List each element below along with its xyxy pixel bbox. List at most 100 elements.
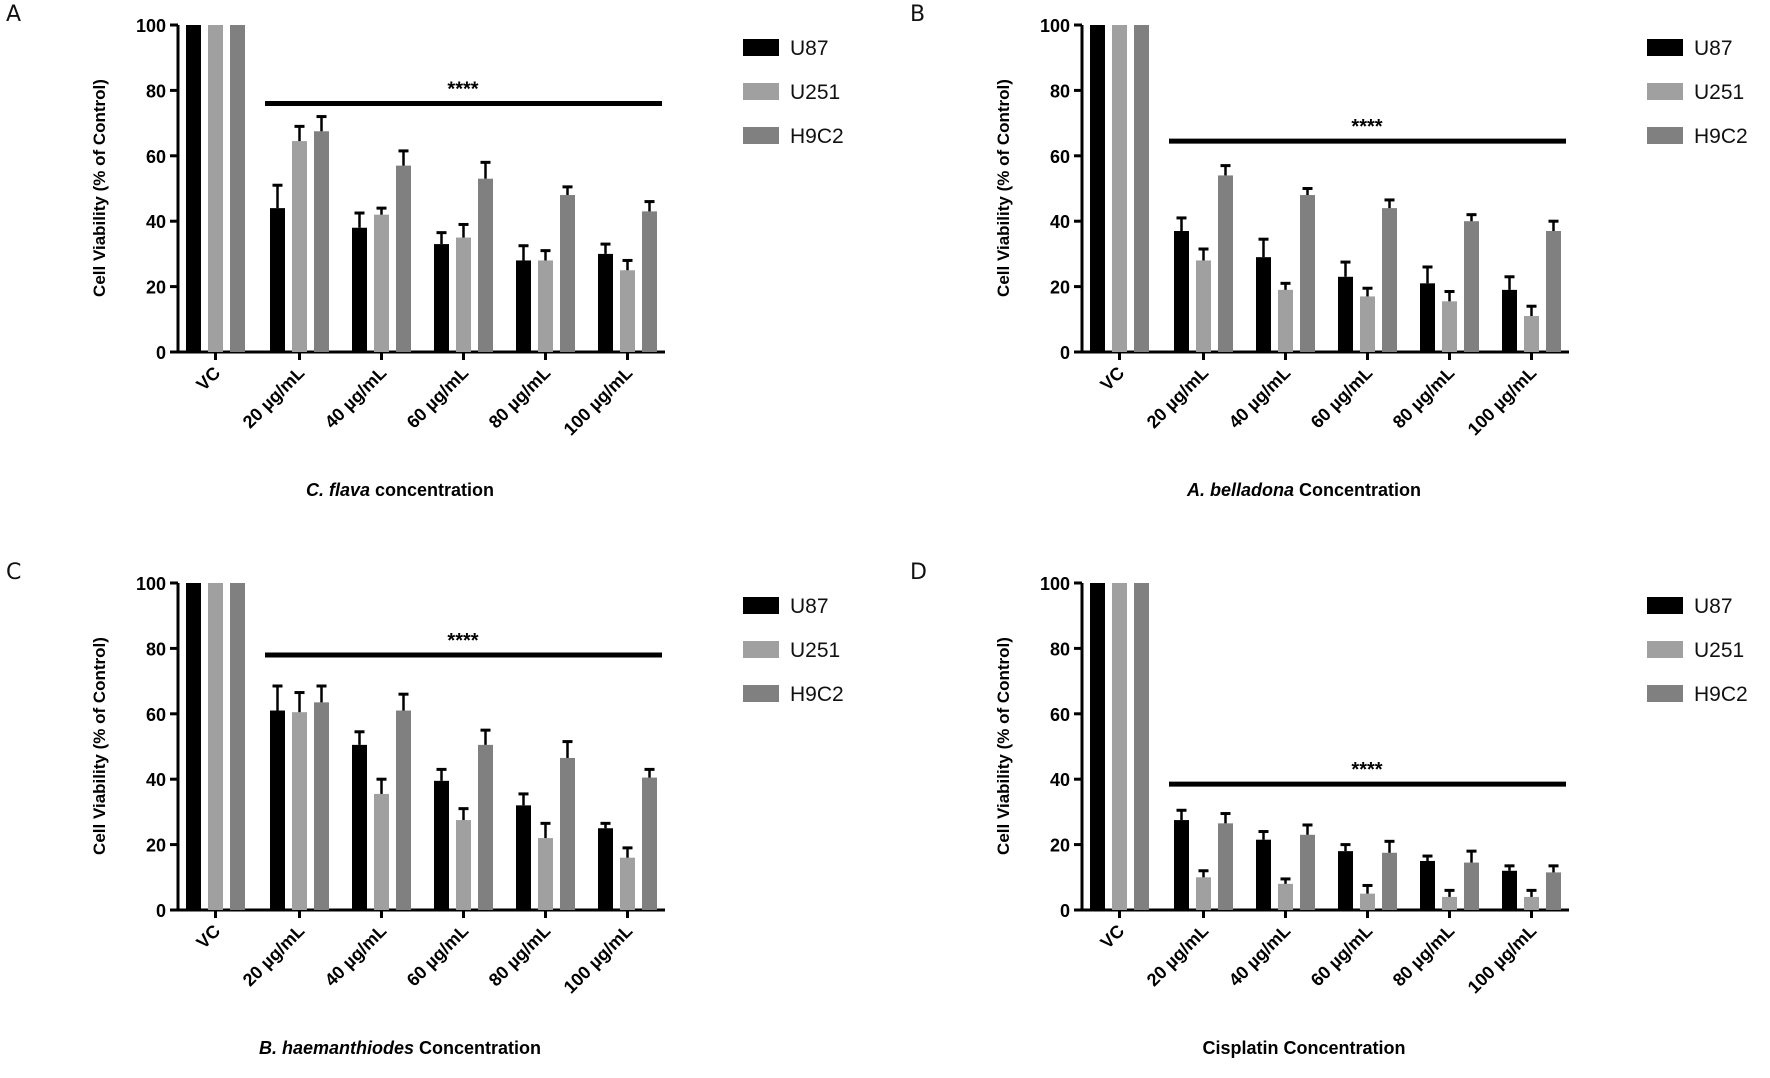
- panel-letter: A: [6, 2, 22, 27]
- bar-u87: [1420, 860, 1435, 910]
- y-tick-label: 20: [146, 836, 166, 856]
- bar-chart: 0 20 40 60 80 100 VC 20 µg/mL 40 µg/mL 60 µg/mL 80…: [136, 16, 844, 440]
- bar-u87: [434, 244, 449, 352]
- x-axis-label-rest: Concentration: [414, 1038, 542, 1058]
- significance-label: ****: [1351, 759, 1382, 781]
- legend-swatch-u87: [1647, 39, 1683, 56]
- bar-u87: [1338, 276, 1353, 352]
- bar-h9c2: [478, 178, 493, 352]
- bar-u87: [186, 583, 201, 910]
- legend-label: U87: [1694, 37, 1733, 60]
- bar-u251: [1196, 260, 1211, 352]
- panel-d: D Cell Viability (% of Control) Cisplati…: [904, 558, 1770, 1078]
- bar-u87: [352, 227, 367, 352]
- x-tick-label: 60 µg/mL: [403, 921, 473, 991]
- bar-u251: [208, 583, 223, 910]
- bar-u251: [456, 820, 471, 910]
- x-tick-label: 40 µg/mL: [1225, 921, 1295, 991]
- bar-h9c2: [1218, 175, 1233, 352]
- bar-h9c2: [1134, 583, 1149, 910]
- bar-h9c2: [478, 744, 493, 910]
- bar-u251: [374, 214, 389, 352]
- bar-u251: [292, 141, 307, 352]
- legend-label: H9C2: [790, 125, 844, 148]
- x-axis-label: Cisplatin Concentration: [1202, 1038, 1405, 1059]
- significance-label: ****: [447, 630, 478, 652]
- y-tick-label: 40: [146, 212, 166, 232]
- bar-u251: [456, 237, 471, 352]
- bar-u251: [208, 25, 223, 352]
- legend-label: H9C2: [1694, 683, 1748, 706]
- bar-u251: [1524, 316, 1539, 352]
- panel-a: A Cell Viability (% of Control) C. flava…: [0, 0, 880, 520]
- x-tick-label: 80 µg/mL: [1389, 921, 1459, 991]
- y-tick-label: 100: [1040, 574, 1070, 594]
- x-tick-label: 80 µg/mL: [1389, 363, 1459, 433]
- x-axis-label: B. haemanthiodes Concentration: [259, 1038, 541, 1059]
- bar-h9c2: [1382, 852, 1397, 910]
- bar-u251: [1524, 896, 1539, 910]
- legend-label: H9C2: [790, 683, 844, 706]
- bar-u87: [1090, 583, 1105, 910]
- bar-h9c2: [560, 757, 575, 910]
- y-tick-label: 100: [1040, 16, 1070, 36]
- x-tick-label: 20 µg/mL: [239, 921, 309, 991]
- x-axis-label-rest: concentration: [370, 480, 495, 500]
- x-tick-label: 20 µg/mL: [1143, 363, 1213, 433]
- panel-b: B Cell Viability (% of Control) A. bella…: [904, 0, 1770, 520]
- bar-h9c2: [560, 195, 575, 352]
- y-tick-label: 60: [1050, 705, 1070, 725]
- bar-chart: 0 20 40 60 80 100 VC 20 µg/mL 40 µg/mL 60 µg/mL 80…: [1040, 574, 1748, 997]
- significance-label: ****: [447, 78, 478, 100]
- bar-h9c2: [396, 165, 411, 352]
- legend-swatch-u251: [743, 641, 779, 658]
- legend-swatch-h9c2: [1647, 685, 1683, 702]
- bar-u251: [620, 270, 635, 352]
- bar-h9c2: [1218, 823, 1233, 910]
- y-tick-label: 40: [1050, 770, 1070, 790]
- x-tick-label: 20 µg/mL: [1143, 921, 1213, 991]
- bar-u87: [434, 780, 449, 910]
- bar-h9c2: [1464, 862, 1479, 910]
- bar-h9c2: [1546, 231, 1561, 352]
- x-axis-label-rest: Cisplatin Concentration: [1202, 1038, 1406, 1058]
- significance-label: ****: [1351, 116, 1382, 138]
- bar-u87: [1174, 231, 1189, 352]
- x-tick-label: 40 µg/mL: [1225, 363, 1295, 433]
- bar-h9c2: [314, 702, 329, 910]
- bar-h9c2: [642, 211, 657, 352]
- legend-swatch-u87: [1647, 597, 1683, 614]
- y-tick-label: 0: [156, 901, 166, 921]
- bar-u251: [538, 838, 553, 910]
- bar-u251: [1442, 896, 1457, 910]
- panel-letter: B: [910, 2, 926, 27]
- y-tick-label: 100: [136, 16, 166, 36]
- bar-h9c2: [1134, 25, 1149, 352]
- x-tick-label: 80 µg/mL: [485, 363, 555, 433]
- bar-u251: [1112, 25, 1127, 352]
- legend-label: U87: [1694, 595, 1733, 618]
- x-tick-label: 100 µg/mL: [560, 363, 637, 440]
- x-tick-label: 60 µg/mL: [1307, 363, 1377, 433]
- x-tick-label: 100 µg/mL: [560, 921, 637, 998]
- bar-chart: 0 20 40 60 80 100 VC 20 µg/mL 40 µg/mL 60 µg/mL 80…: [1040, 16, 1748, 439]
- bar-h9c2: [1300, 834, 1315, 910]
- x-tick-label: VC: [192, 363, 224, 395]
- bar-u251: [1196, 877, 1211, 910]
- x-tick-label: 80 µg/mL: [485, 921, 555, 991]
- bar-u87: [516, 805, 531, 910]
- bar-h9c2: [1464, 221, 1479, 352]
- bar-u251: [1112, 583, 1127, 910]
- bar-u87: [186, 25, 201, 352]
- y-tick-label: 40: [146, 770, 166, 790]
- bar-u251: [538, 260, 553, 352]
- bar-u87: [598, 828, 613, 910]
- legend-swatch-u251: [1647, 83, 1683, 100]
- x-axis-label-italic: B. haemanthiodes: [258, 1038, 415, 1058]
- x-tick-label: VC: [1096, 363, 1128, 395]
- panel-letter: D: [910, 560, 927, 585]
- legend-label: U251: [790, 639, 840, 662]
- x-tick-label: 20 µg/mL: [239, 363, 309, 433]
- y-tick-label: 60: [146, 705, 166, 725]
- bar-u251: [292, 712, 307, 910]
